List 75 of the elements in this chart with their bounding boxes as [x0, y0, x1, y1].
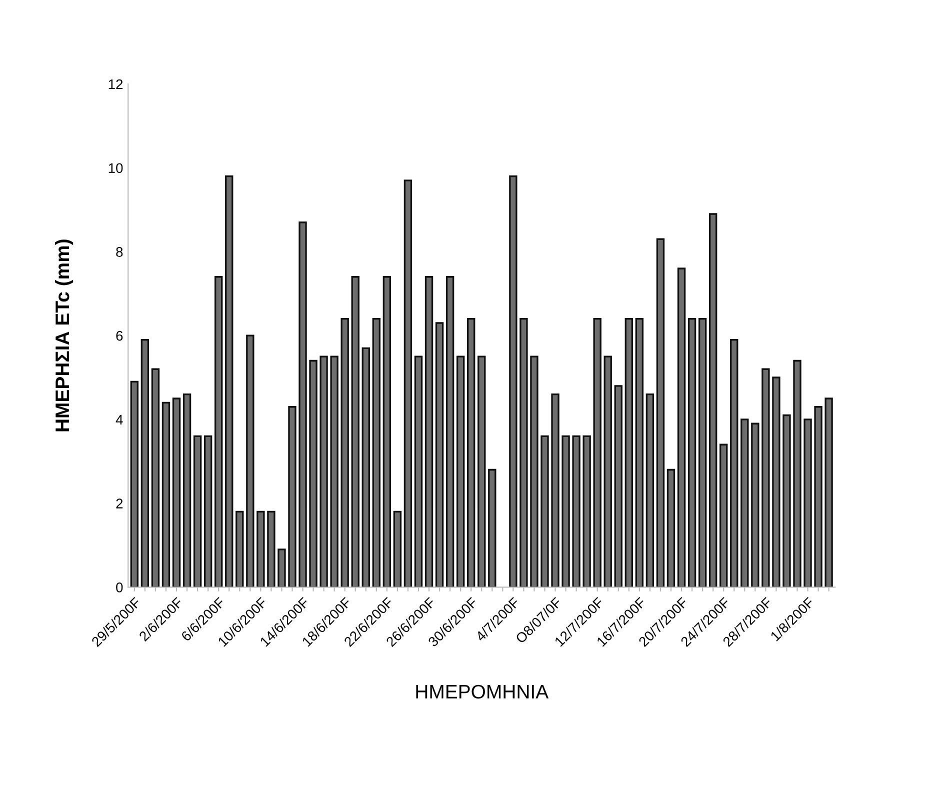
- bar: [666, 468, 676, 588]
- bar: [140, 338, 150, 588]
- bar: [320, 356, 328, 588]
- bar: [288, 406, 296, 588]
- bar: [340, 318, 349, 588]
- bar: [593, 318, 602, 588]
- bar: [677, 268, 686, 588]
- y-tick-label: 2: [116, 498, 123, 508]
- bar: [393, 510, 402, 588]
- bar: [562, 435, 570, 588]
- bar: [540, 435, 549, 588]
- bar: [351, 276, 360, 588]
- y-tick-label: 8: [116, 247, 123, 257]
- bar: [267, 510, 276, 588]
- bar: [467, 318, 476, 588]
- bar: [214, 276, 223, 588]
- bar: [708, 213, 718, 588]
- bar: [446, 276, 454, 588]
- bar: [456, 356, 465, 588]
- bar: [278, 548, 286, 588]
- bar: [130, 380, 139, 588]
- bar: [382, 276, 392, 588]
- bar: [824, 398, 833, 588]
- bar: [720, 444, 728, 588]
- bar: [751, 422, 760, 588]
- bar: [414, 356, 423, 588]
- bar: [814, 406, 822, 588]
- bar: [582, 435, 591, 588]
- bar: [236, 510, 244, 588]
- bar: [362, 347, 370, 588]
- bar: [624, 318, 634, 588]
- bar: [435, 322, 444, 588]
- bar: [614, 385, 622, 588]
- x-axis-title: ΗΜΕΡΟΜΗΝΙΑ: [416, 684, 549, 699]
- bar: [488, 468, 496, 588]
- bar: [572, 435, 580, 588]
- bar: [182, 393, 192, 588]
- bar: [520, 318, 528, 588]
- bar: [151, 368, 160, 588]
- y-tick-label: 0: [116, 582, 123, 592]
- bar: [424, 276, 434, 588]
- bar: [246, 334, 254, 588]
- bar: [762, 368, 770, 588]
- bar: [604, 356, 612, 588]
- bar: [730, 338, 738, 588]
- bar: [635, 318, 644, 588]
- y-tick-label: 10: [108, 163, 123, 174]
- bar: [509, 175, 518, 588]
- bar: [404, 180, 412, 588]
- bar: [646, 393, 654, 588]
- bar: [793, 360, 802, 588]
- bar: [372, 318, 381, 588]
- bar: [782, 414, 791, 588]
- bar: [740, 418, 749, 588]
- bar: [656, 238, 665, 588]
- bar: [804, 418, 812, 588]
- bar: [309, 360, 318, 588]
- bar: [204, 435, 212, 588]
- y-axis-title: ΗΜΕΡΗΣΙΑ ETc (mm): [54, 240, 74, 432]
- bar: [193, 435, 202, 588]
- bar: [688, 318, 696, 588]
- bar: [551, 393, 560, 588]
- bar: [298, 222, 307, 588]
- bar: [162, 402, 170, 588]
- bar: [772, 376, 780, 588]
- y-tick-label: 6: [116, 330, 123, 341]
- bar: [172, 398, 181, 588]
- bar: [256, 510, 265, 588]
- bar: [530, 356, 538, 588]
- bar: [225, 175, 234, 588]
- bar: [698, 318, 707, 588]
- bar: [330, 356, 338, 588]
- y-tick-label: 4: [116, 414, 123, 424]
- bar: [478, 356, 486, 588]
- y-tick-label: 12: [108, 79, 123, 90]
